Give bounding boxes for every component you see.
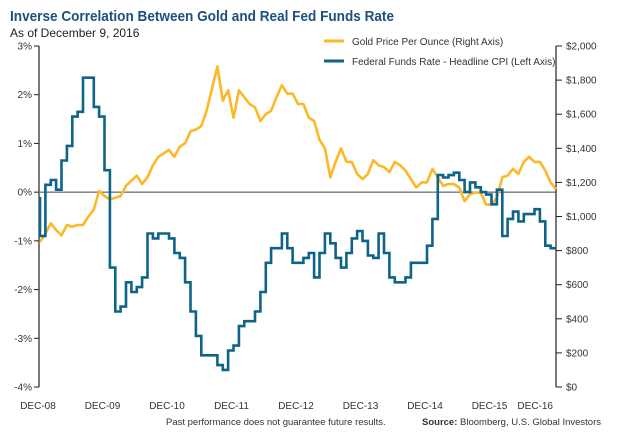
x-tick-label: DEC-09 [85, 401, 121, 412]
right-tick-label: $400 [566, 314, 589, 325]
legend-label-gold: Gold Price Per Ounce (Right Axis) [352, 37, 503, 48]
left-tick-label: -2% [14, 285, 32, 296]
x-tick-label: DEC-13 [343, 401, 379, 412]
x-tick-label: DEC-08 [20, 401, 56, 412]
x-tick-label: DEC-14 [407, 401, 443, 412]
left-tick-label: -3% [14, 334, 32, 345]
right-tick-label: $800 [566, 246, 589, 257]
gold-price-line [38, 65, 558, 243]
left-tick-label: -1% [14, 236, 32, 247]
right-tick-label: $1,600 [566, 110, 597, 121]
right-tick-label: $1,800 [566, 76, 597, 87]
series-layer [38, 65, 558, 372]
legend-label-fed: Federal Funds Rate - Headline CPI (Left … [352, 57, 555, 68]
chart-subtitle: As of December 9, 2016 [10, 26, 140, 40]
x-tick-label: DEC-12 [278, 401, 314, 412]
x-tick-label: DEC-10 [149, 401, 185, 412]
source-note: Source: Bloomberg, U.S. Global Investors [422, 417, 601, 428]
left-tick-label: 1% [18, 139, 33, 150]
x-tick-label: DEC-15 [472, 401, 508, 412]
right-tick-label: $1,400 [566, 144, 597, 155]
left-tick-label: 3% [18, 42, 33, 53]
axes: 3% 2% 1% 0% -1% -2% -3% -4% $2,000 $1,800 $1,600 $1… [14, 42, 597, 413]
right-tick-label: $200 [566, 348, 589, 359]
left-tick-label: 2% [18, 90, 33, 101]
right-tick-label: $1,000 [566, 212, 597, 223]
fed-funds-real-rate-line [38, 76, 556, 372]
disclaimer: Past performance does not guarantee futu… [166, 417, 386, 428]
source-label: Source: [422, 417, 457, 428]
right-tick-label: $2,000 [566, 42, 597, 53]
legend: Gold Price Per Ounce (Right Axis) Federa… [324, 37, 555, 68]
chart-title: Inverse Correlation Between Gold and Rea… [10, 8, 394, 25]
source-text: Bloomberg, U.S. Global Investors [457, 417, 601, 428]
right-tick-label: $1,200 [566, 178, 597, 189]
x-tick-label: DEC-11 [214, 401, 249, 412]
right-tick-label: $0 [566, 383, 578, 394]
left-tick-label: 0% [18, 188, 33, 199]
x-tick-label: DEC-16 [517, 401, 553, 412]
right-tick-label: $600 [566, 280, 589, 291]
left-tick-label: -4% [14, 383, 32, 394]
